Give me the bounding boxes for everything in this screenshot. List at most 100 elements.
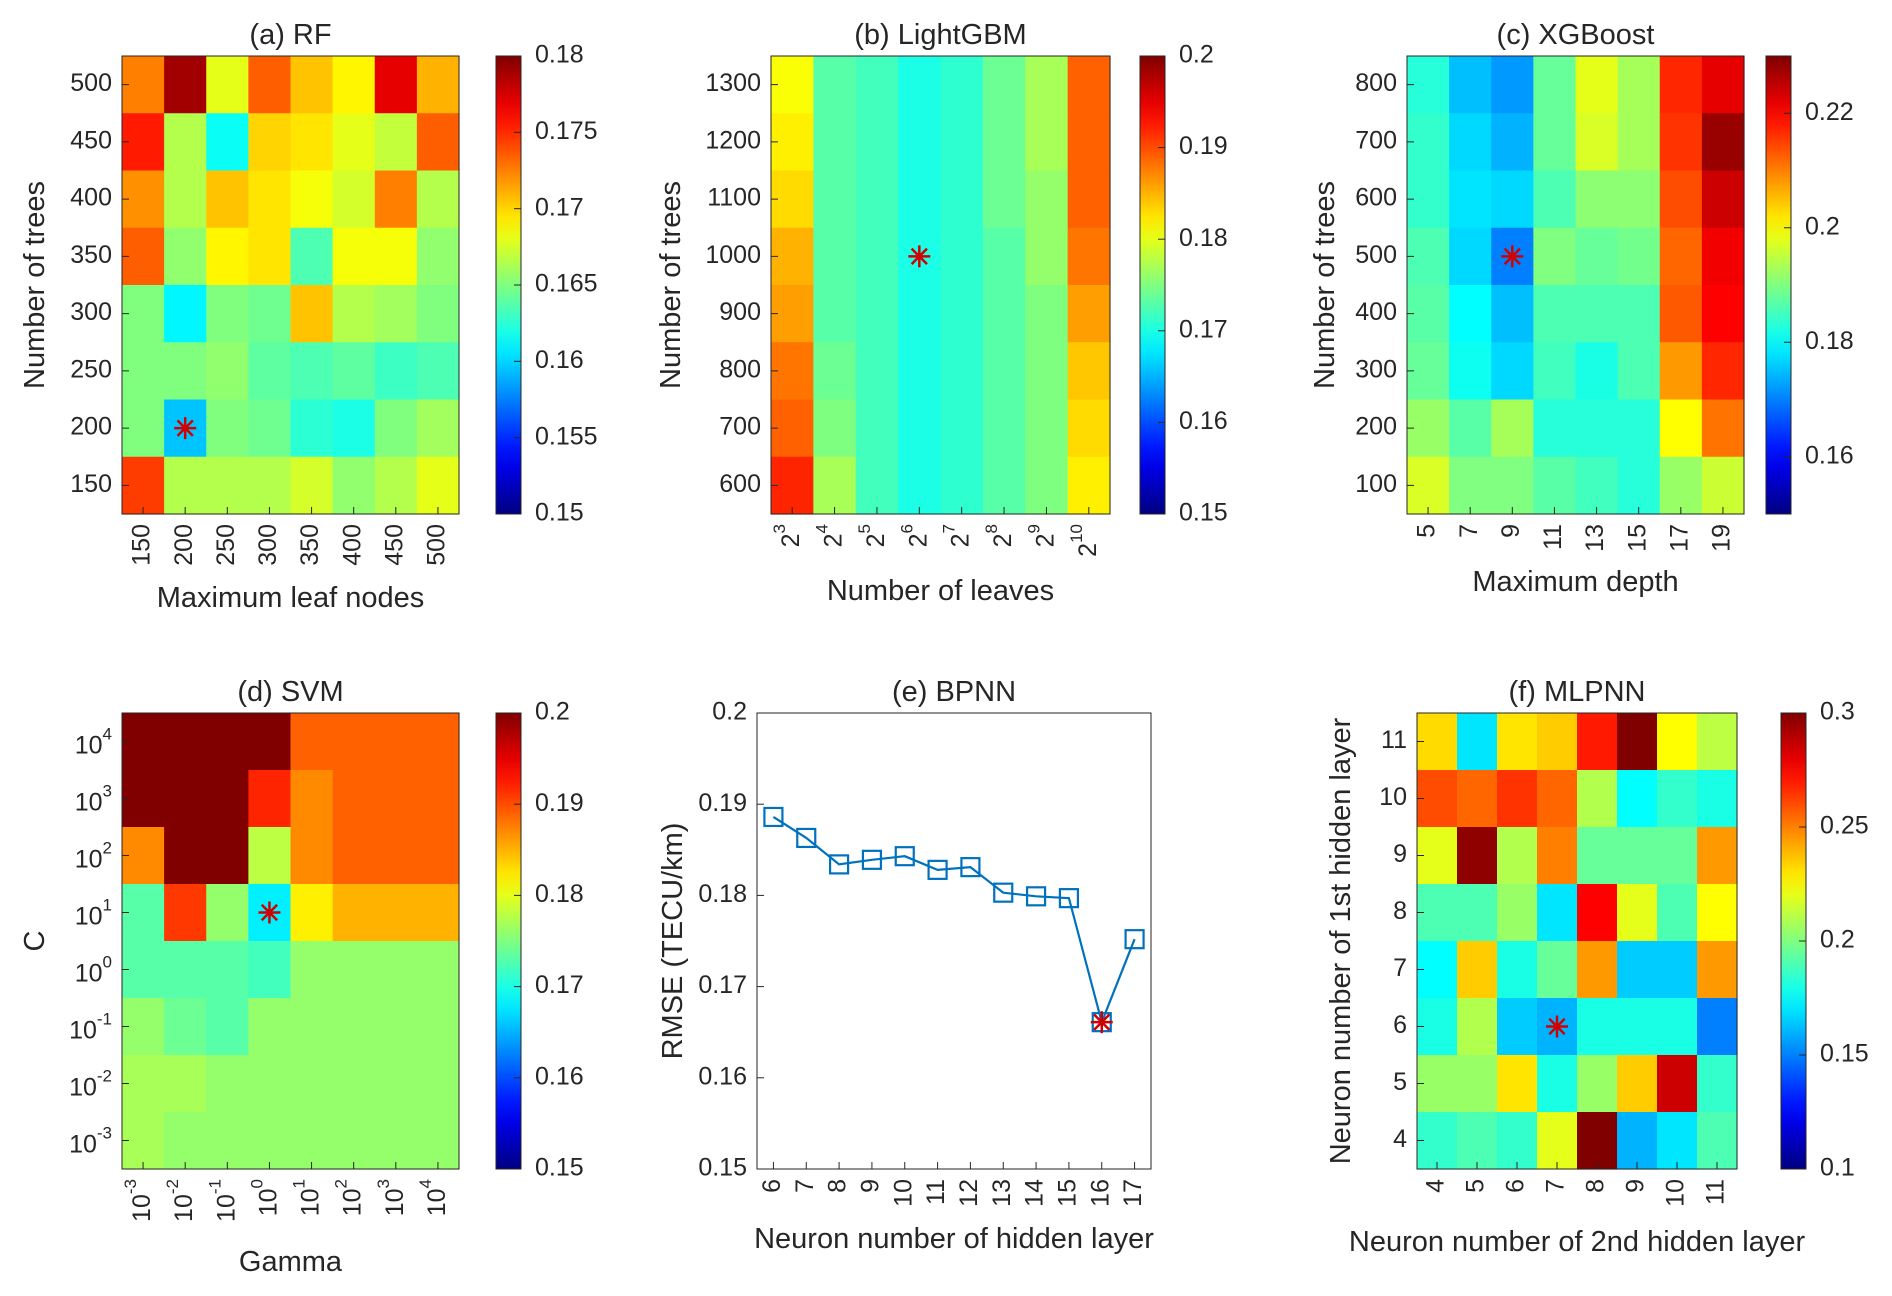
heatmap-cell [1697,1055,1738,1113]
y-tick-label: 300 [1355,355,1397,383]
rmse-point [894,846,915,867]
colorbar: 0.18 0.175 0.17 0.165 0.16 0.155 0.15 [495,41,598,527]
heatmap-cell [164,56,207,114]
heatmap-cell [164,884,207,942]
tick-exponent: 6 [898,524,917,533]
heatmap-cell [940,56,984,114]
colorbar-tick-label: 0.15 [535,1154,584,1182]
heatmap-cell [1497,998,1538,1056]
heatmap-cell [982,227,1026,286]
heatmap-cell [164,456,207,515]
x-tick-label: 350 [296,524,324,566]
x-tick-label: 15 [1054,1179,1082,1207]
heatmap-cell [374,399,418,458]
heatmap-cell [1533,456,1577,515]
heatmap-cell [290,227,334,286]
heatmap-cell [1067,170,1111,229]
heatmap-cell [122,770,165,828]
heatmap-cell [332,456,376,515]
heatmap-cell [771,285,814,343]
plot-frame [770,55,1111,515]
heatmap-cell [164,170,207,229]
colorbar-tick-label: 0.15 [1820,1040,1869,1068]
x-tick-label: 150 [128,524,156,566]
heatmap-cell [248,227,292,286]
heatmap-cell [940,456,984,515]
heatmap-cells [1407,56,1745,515]
heatmap-cell [982,399,1026,458]
rmse-point [1058,888,1080,909]
heatmap-cell [416,941,460,999]
y-axis-label: RMSE (TECU/km) [657,823,689,1060]
x-axis-label: Neuron number of 2nd hidden layer [1349,1226,1806,1258]
x-tick-label: 10 [1662,1179,1690,1207]
heatmap-cell [1575,342,1619,401]
plot-frame [756,712,1152,1170]
heatmap-cell [416,770,460,828]
heatmap-cell [290,342,334,401]
heatmap-cell [122,399,165,458]
colorbar: 0.22 0.2 0.18 0.16 [1765,55,1854,515]
y-tick-label: 7 [1393,954,1407,982]
x-tick-label: 10 [889,1179,917,1207]
tick-base: 2 [904,533,932,547]
heatmap-cell [1497,1055,1538,1113]
x-tick-label: 10-3 [122,1179,156,1222]
best-marker [1546,1015,1568,1038]
heatmap-cell [122,827,165,885]
heatmap-cell [164,770,207,828]
heatmap-cell [416,1112,460,1170]
heatmap-cell [1697,884,1738,942]
heatmap-cell [1701,227,1745,286]
x-tick-label: 104 [416,1179,450,1216]
heatmap-cell [290,1112,334,1170]
tick-exponent: -1 [206,1179,225,1194]
heatmap-cell [248,770,292,828]
heatmap-cell [248,56,292,114]
y-tick-label: 0.16 [698,1062,747,1090]
colorbar-tick-label: 0.19 [1179,132,1228,160]
heatmap-cells [122,56,460,515]
heatmap-cell [1697,998,1738,1056]
colorbar-scale [1765,55,1792,515]
heatmap-cell [164,1112,207,1170]
x-tick-label: 9 [1622,1179,1650,1193]
heatmap-cell [1575,56,1619,114]
heatmap-cell [1407,227,1450,286]
heatmap-cell [122,113,165,172]
tick-exponent: -1 [97,1010,112,1029]
heatmap-cell [1491,56,1534,114]
heatmap-cell [898,113,942,172]
panel-title: (d) SVM [237,676,343,708]
heatmap-cell [1067,227,1111,286]
y-tick-label: 400 [1355,298,1397,326]
heatmap-cell [1659,399,1703,458]
heatmap-cell [1617,56,1661,114]
heatmap-cell [1697,941,1738,999]
heatmap-cell [1449,456,1492,515]
x-tick-label: 28 [983,524,1017,547]
x-tick-label: 11 [1539,524,1567,550]
heatmap-cell [206,170,249,229]
heatmap-cell [416,827,460,885]
heatmap-cell [1533,113,1577,172]
heatmap-cell [1537,713,1578,771]
heatmap-cell [290,1055,334,1113]
heatmap-cell [813,285,857,343]
heatmap-cell [1575,227,1619,286]
heatmap-cell [898,399,942,458]
heatmap-cell [1617,227,1661,286]
heatmap-cell [248,1055,292,1113]
plot-frame [121,55,460,515]
heatmap-cell [1457,827,1498,885]
heatmap-cell [982,56,1026,114]
heatmap-cell [374,713,418,771]
heatmap-cell [1617,941,1658,999]
tick-base: 10 [212,1194,240,1222]
heatmap-cell [1701,113,1745,172]
heatmap-cell [1617,285,1661,343]
heatmap-cell [940,285,984,343]
heatmap-cell [1457,1112,1498,1170]
heatmap-cell [1067,399,1111,458]
